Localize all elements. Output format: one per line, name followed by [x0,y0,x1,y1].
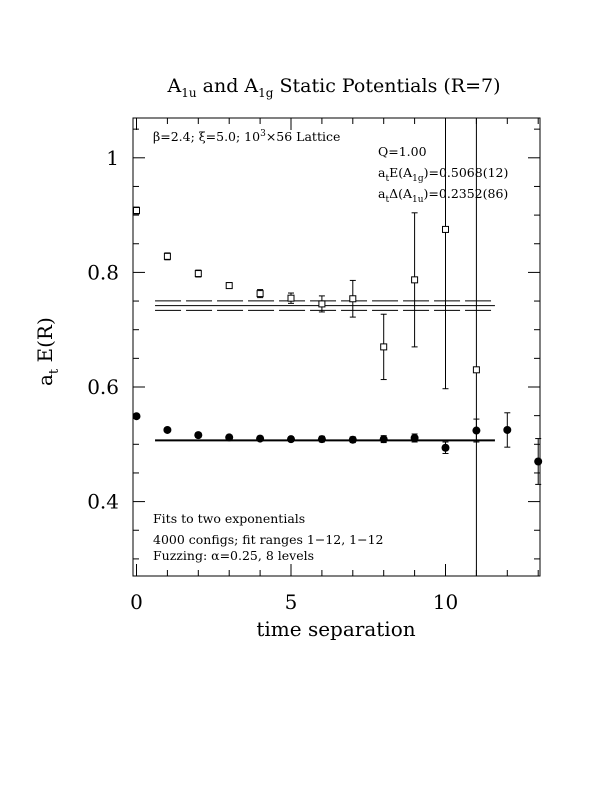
data-point-a1g [163,425,172,434]
data-point-a1g [410,433,419,442]
energy-g-annotation: atE(A1g)=0.5068(12) [378,165,508,184]
y-axis-label: at E(R) [33,317,62,386]
axis-tick-labels: 0 5 10 0.4 0.6 0.8 1 [87,146,458,614]
fit-note-2: 4000 configs; fit ranges 1−12, 1−12 [153,532,384,547]
data-point-a1u [411,276,419,284]
fit-lines [155,300,495,442]
data-point-a1g [503,425,512,434]
data-point-a1g [441,443,450,452]
data-point-a1g [379,435,388,444]
data-point-a1u [380,343,388,351]
x-tick-label: 0 [130,590,143,614]
x-tick-label: 5 [285,590,298,614]
q-annotation: Q=1.00 [378,144,427,159]
x-axis-label: time separation [256,617,415,641]
data-markers [132,207,543,466]
data-point-a1u [133,207,140,215]
data-point-a1u [318,300,326,308]
data-point-a1u [194,270,202,278]
data-point-a1u [472,366,480,374]
lattice-annotation: β=2.4; ξ=5.0; 103×56 Lattice [153,129,340,144]
data-point-a1g [132,412,141,421]
data-point-a1g [472,426,481,435]
data-point-a1g [287,435,295,444]
plot-frame [132,117,541,577]
fit-note-1: Fits to two exponentials [153,511,305,526]
data-point-a1g [317,435,326,444]
data-point-a1u [256,290,264,298]
data-point-a1g [225,433,234,442]
x-tick-label: 10 [433,590,458,614]
y-tick-label: 1 [106,146,119,170]
data-point-a1g [348,435,357,444]
data-point-a1u [163,252,171,260]
fit-note-3: Fuzzing: α=0.25, 8 levels [153,548,314,563]
energy-u-annotation: atΔ(A1u)=0.2352(86) [378,186,508,205]
chart-title: A1u and A1g Static Potentials (R=7) [167,75,501,100]
data-point-a1u [287,294,295,302]
y-tick-label: 0.6 [87,375,119,399]
y-tick-label: 0.8 [87,260,119,284]
data-point-a1u [225,282,233,290]
y-tick-label: 0.4 [87,490,119,514]
data-point-a1u [349,295,357,303]
data-point-a1u [442,225,449,233]
data-point-a1g [194,431,203,440]
data-point-a1g [256,434,265,443]
data-point-a1g [534,457,543,466]
